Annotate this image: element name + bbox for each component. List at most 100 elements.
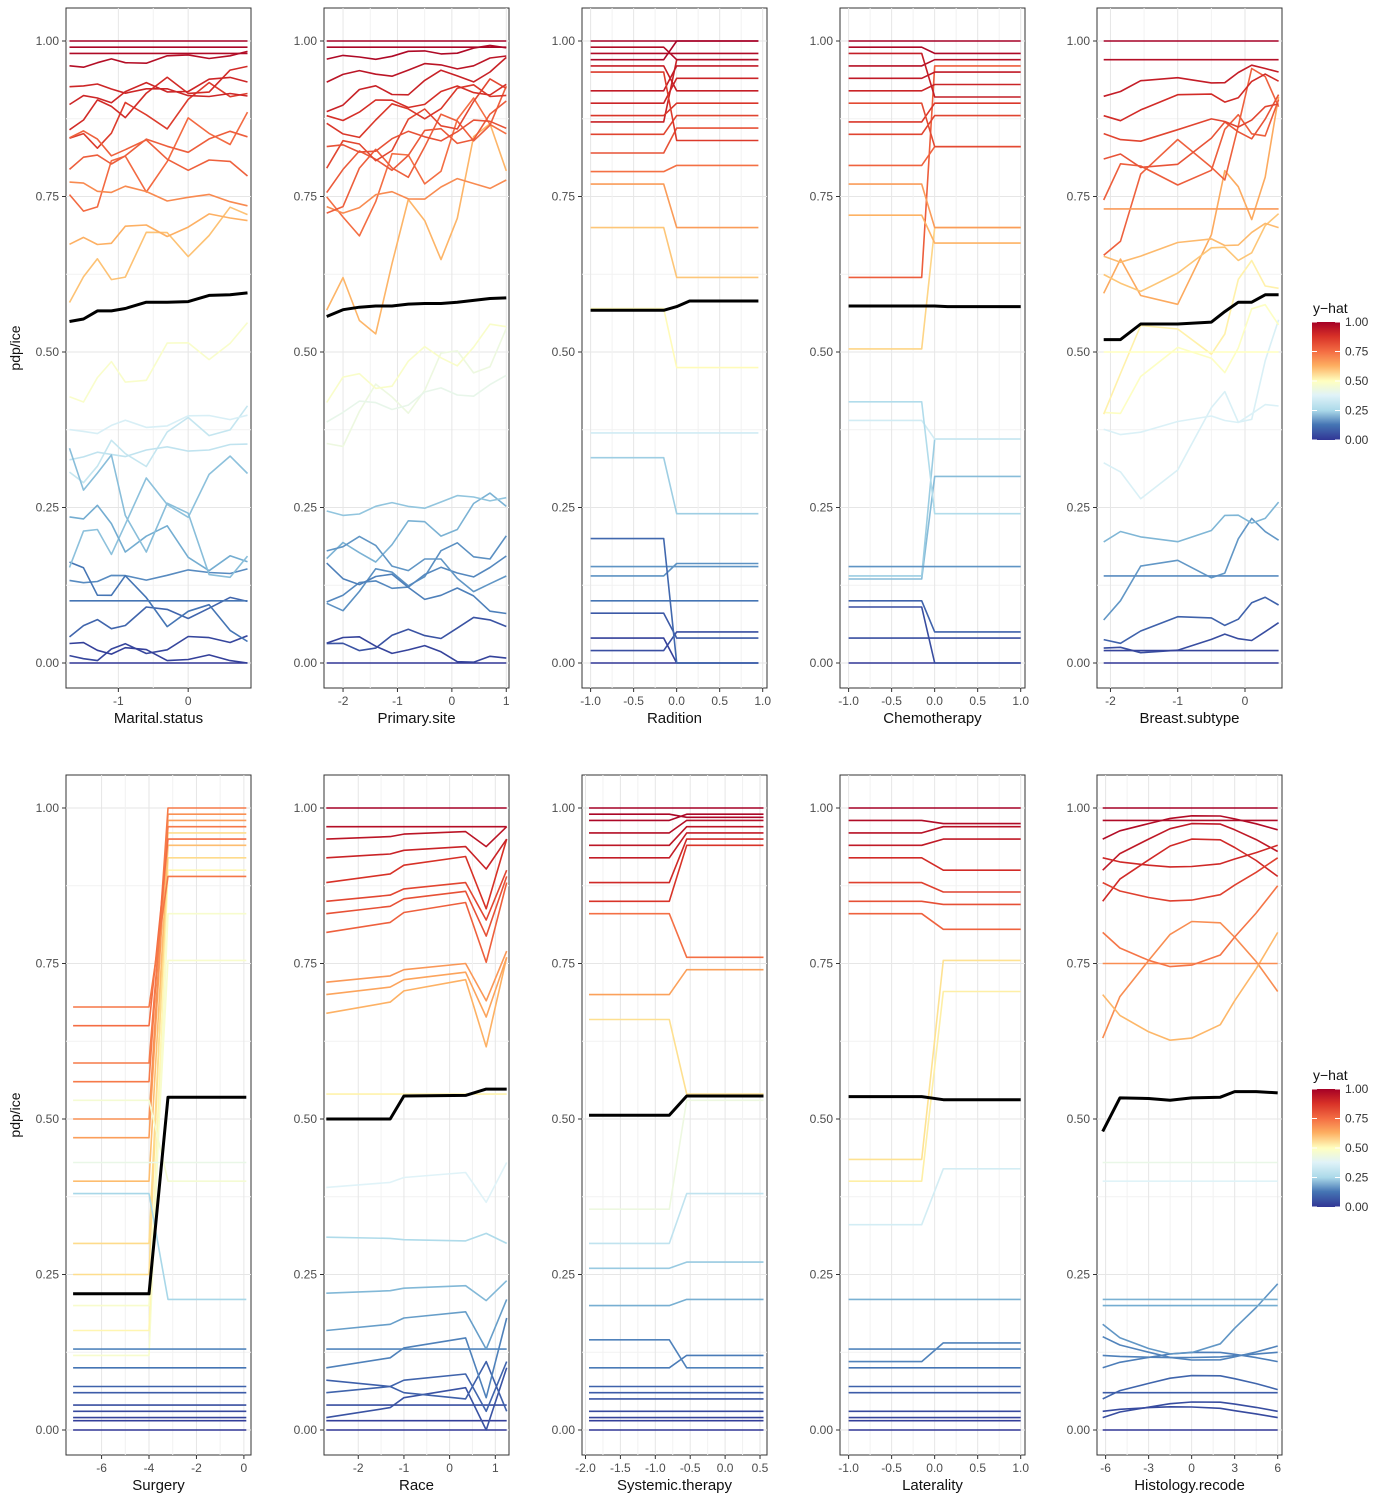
ice-line xyxy=(73,813,247,1120)
ice-line xyxy=(1102,1401,1278,1419)
x-tick-label: 0 xyxy=(185,694,192,708)
ice-line xyxy=(69,641,248,664)
x-axis: -2 -1 0 xyxy=(1105,688,1249,708)
panel-histology-recode: 0.00 0.25 0.50 0.75 1.00 -6 -3 0 3 6 Histology.rec… xyxy=(1067,774,1283,1494)
panel-systemic-therapy: 0.000.250.500.751.00 -2.0 -1.5 -1.0 -0.5 0.0 0… xyxy=(552,774,769,1494)
ice-line xyxy=(69,181,248,207)
ice-line xyxy=(589,813,764,819)
ice-lines xyxy=(848,40,1021,664)
ice-line xyxy=(326,535,507,593)
y-axis: 0.00 0.25 0.50 0.75 1.00 xyxy=(552,34,582,670)
y-axis: 0.00 0.25 0.50 0.75 1.00 xyxy=(36,34,66,670)
ice-line xyxy=(1103,303,1280,415)
ice-line xyxy=(326,1299,508,1350)
ice-line xyxy=(326,83,507,122)
ice-line xyxy=(326,97,507,237)
y-tick-label: 0.25 xyxy=(552,1268,576,1282)
y-tick-label: 0.75 xyxy=(552,957,576,971)
y-tick-label: 0.00 xyxy=(1067,656,1091,670)
ice-line xyxy=(326,85,508,214)
ice-line xyxy=(590,164,759,173)
y-tick-label: 1.00 xyxy=(36,801,60,815)
ice-line xyxy=(1103,64,1279,98)
panel-background xyxy=(1096,774,1283,1456)
x-tick-label: -2.0 xyxy=(575,1461,596,1475)
ice-line xyxy=(1103,596,1279,645)
y-tick-label: 1.00 xyxy=(294,801,318,815)
ice-line xyxy=(1102,838,1279,902)
grid-lines xyxy=(324,8,509,688)
panels-group: 0.000.250.500.751.00-1 0Marital.statuspdp… xyxy=(7,7,1283,1494)
ice-line xyxy=(1103,403,1279,436)
x-tick-label: 0.5 xyxy=(969,694,986,708)
ice-line xyxy=(589,844,764,903)
x-tick-label: -1 xyxy=(113,694,124,708)
x-tick-label: 6 xyxy=(1274,1461,1281,1475)
ice-line xyxy=(69,504,248,572)
x-tick-label: -2 xyxy=(191,1461,202,1475)
ice-line xyxy=(848,102,1021,123)
x-axis: -1 0 xyxy=(113,688,192,708)
ice-line xyxy=(1102,259,1279,415)
x-axis-title: Primary.site xyxy=(377,710,455,727)
pdp-line xyxy=(1103,293,1279,342)
x-axis: -6 -3 0 3 6 xyxy=(1100,1455,1281,1475)
y-tick-label: 0.00 xyxy=(294,656,318,670)
x-axis: -1.0 -0.5 0.0 0.5 1.0 xyxy=(580,688,771,708)
panel-background xyxy=(1096,7,1283,689)
ice-line xyxy=(589,1354,764,1369)
ice-line xyxy=(69,568,248,584)
x-tick-label: -1.0 xyxy=(838,1461,859,1475)
x-tick-label: 0 xyxy=(1188,1461,1195,1475)
ice-line xyxy=(326,616,507,652)
x-axis: -1.0 -0.5 0.0 0.5 1.0 xyxy=(838,688,1029,708)
ice-line xyxy=(1103,103,1279,142)
y-tick-label: 0.25 xyxy=(552,501,576,515)
y-tick-label: 0.50 xyxy=(1067,345,1091,359)
x-axis-title: Marital.status xyxy=(114,710,203,727)
ice-line xyxy=(848,900,1021,906)
ice-line xyxy=(326,562,507,615)
ice-line xyxy=(69,443,248,461)
ice-line xyxy=(848,214,1021,244)
x-axis: -1.0 -0.5 0.0 0.5 1.0 xyxy=(838,1455,1029,1475)
y-axis: 0.00 0.25 0.50 0.75 1.00 xyxy=(552,801,582,1437)
ice-line xyxy=(326,957,508,1018)
x-tick-label: 0.5 xyxy=(752,1461,769,1475)
ice-line xyxy=(848,475,1021,580)
y-tick-label: 0.50 xyxy=(1067,1112,1091,1126)
ice-line xyxy=(73,869,247,1332)
x-tick-label: -2 xyxy=(338,694,349,708)
y-tick-label: 0.75 xyxy=(294,190,318,204)
ice-line xyxy=(326,1232,508,1245)
ice-line xyxy=(69,322,249,403)
ice-lines xyxy=(1101,807,1279,1431)
ice-line xyxy=(589,1261,764,1270)
ice-line xyxy=(848,114,1021,136)
ice-line xyxy=(73,1192,247,1301)
legend-label: 0.00 xyxy=(1345,433,1369,447)
x-axis: -2 -1 0 1 xyxy=(338,688,510,708)
grid-lines xyxy=(324,775,509,1455)
x-tick-label: -0.5 xyxy=(680,1461,701,1475)
y-tick-label: 0.50 xyxy=(810,1112,834,1126)
ice-line xyxy=(848,959,1021,1161)
x-axis: -2.0 -1.5 -1.0 -0.5 0.0 0.5 xyxy=(575,1455,769,1475)
ice-line xyxy=(590,226,759,279)
x-tick-label: 0.5 xyxy=(711,694,728,708)
x-axis-title: Race xyxy=(399,1477,434,1494)
ice-line xyxy=(848,419,1021,440)
ice-line xyxy=(590,631,759,652)
x-axis-title: Histology.recode xyxy=(1134,1477,1245,1494)
ice-line xyxy=(589,968,764,996)
ice-line xyxy=(326,1317,508,1399)
y-tick-label: 1.00 xyxy=(810,801,834,815)
x-tick-label: 0 xyxy=(449,694,456,708)
ice-line xyxy=(590,77,759,104)
pdp-line xyxy=(589,1094,764,1117)
ice-line xyxy=(848,881,1021,893)
ice-line xyxy=(326,1361,508,1413)
panel-chemotherapy: 0.00 0.25 0.50 0.75 1.00 -1.0 -0.5 0.0 0.5 1.0 Che… xyxy=(810,7,1029,727)
ice-line xyxy=(1103,501,1280,543)
y-axis: 0.00 0.25 0.50 0.75 1.00 xyxy=(294,801,324,1437)
